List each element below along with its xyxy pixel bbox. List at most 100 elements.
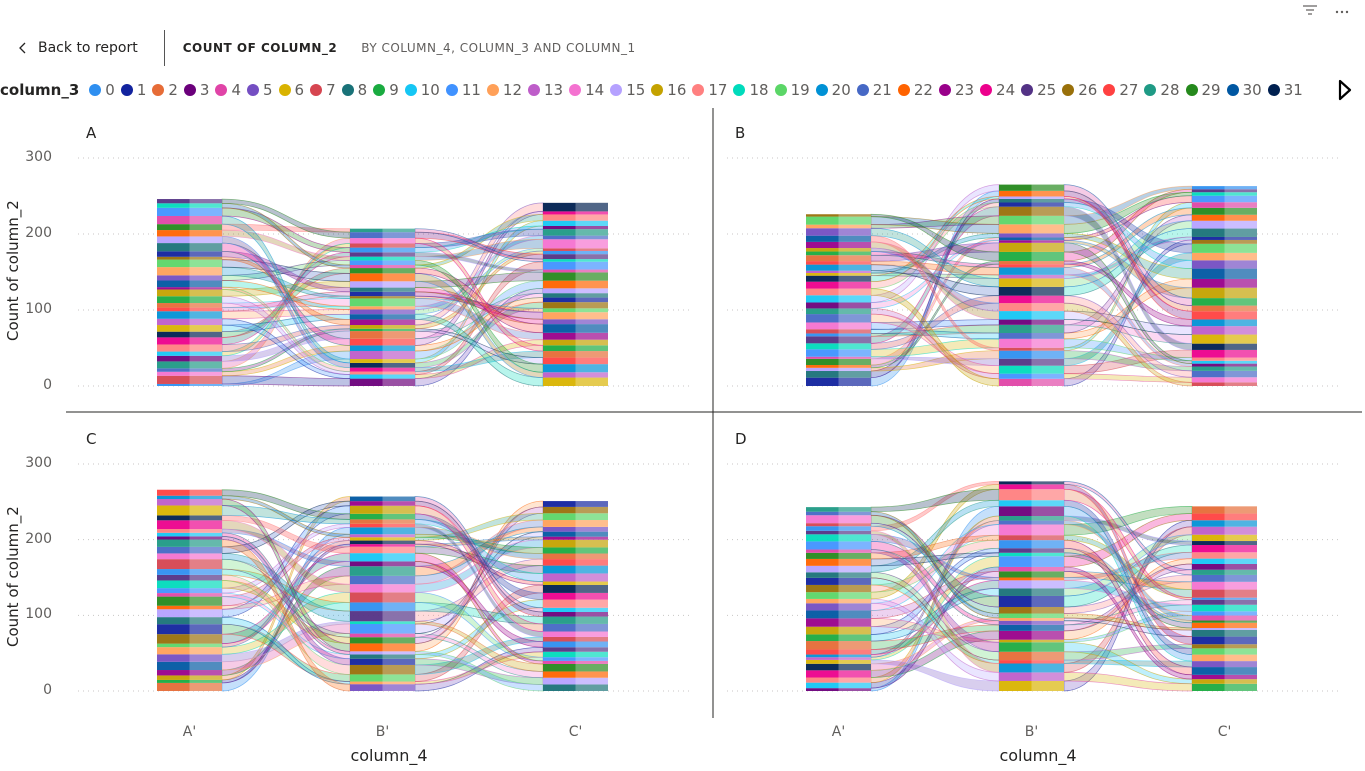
bar-segment[interactable] [806, 534, 871, 542]
bar-segment[interactable] [157, 275, 222, 281]
bar-segment[interactable] [157, 199, 222, 204]
bar-segment[interactable] [543, 372, 608, 378]
bar-segment[interactable] [543, 671, 608, 678]
bar-segment[interactable] [999, 264, 1064, 268]
bar-segment[interactable] [543, 211, 608, 215]
bar-segment[interactable] [350, 345, 415, 352]
bar-segment[interactable] [350, 287, 415, 292]
bar-segment[interactable] [157, 207, 222, 216]
bar-segment[interactable] [157, 267, 222, 276]
bar-segment[interactable] [543, 261, 608, 270]
bar-segment[interactable] [806, 618, 871, 627]
legend-item-14[interactable]: 14 [569, 81, 604, 99]
bar-segment[interactable] [1192, 220, 1257, 229]
bar-segment[interactable] [999, 663, 1064, 673]
bar-segment[interactable] [350, 621, 415, 625]
bar-segment[interactable] [1192, 654, 1257, 662]
bar-segment[interactable] [1192, 648, 1257, 655]
legend-item-13[interactable]: 13 [528, 81, 563, 99]
legend-item-11[interactable]: 11 [445, 81, 481, 99]
bar-segment[interactable] [157, 515, 222, 521]
bar-segment[interactable] [806, 358, 871, 366]
bar-segment[interactable] [999, 489, 1064, 501]
bar-segment[interactable] [157, 539, 222, 547]
bar-segment[interactable] [350, 309, 415, 315]
bar-segment[interactable] [157, 361, 222, 369]
bar-segment[interactable] [999, 324, 1064, 334]
bar-segment[interactable] [806, 288, 871, 296]
bar-segment[interactable] [157, 643, 222, 648]
bar-segment[interactable] [350, 265, 415, 269]
bar-segment[interactable] [543, 345, 608, 352]
bar-segment[interactable] [350, 256, 415, 261]
bar-segment[interactable] [543, 319, 608, 325]
bar-segment[interactable] [999, 358, 1064, 366]
legend-item-31[interactable]: 31 [1267, 81, 1303, 99]
bar-segment[interactable] [157, 661, 222, 671]
bar-segment[interactable] [350, 624, 415, 634]
bar-segment[interactable] [806, 670, 871, 678]
bar-segment[interactable] [350, 537, 415, 541]
bar-segment[interactable] [806, 584, 871, 593]
bar-segment[interactable] [806, 349, 871, 357]
bar-segment[interactable] [543, 684, 608, 691]
bar-segment[interactable] [999, 642, 1064, 652]
bar-segment[interactable] [806, 367, 871, 371]
bar-segment[interactable] [999, 261, 1064, 265]
bar-segment[interactable] [806, 565, 871, 573]
bar-segment[interactable] [999, 198, 1064, 203]
bar-segment[interactable] [350, 651, 415, 655]
bar-segment[interactable] [543, 584, 608, 593]
bar-segment[interactable] [157, 679, 222, 683]
bar-segment[interactable] [806, 295, 871, 303]
bar-segment[interactable] [1192, 541, 1257, 546]
bar-segment[interactable] [806, 224, 871, 229]
bar-segment[interactable] [1192, 260, 1257, 269]
bar-segment[interactable] [543, 332, 608, 340]
bar-segment[interactable] [543, 214, 608, 221]
bar-segment[interactable] [806, 610, 871, 619]
bar-segment[interactable] [350, 362, 415, 368]
bar-segment[interactable] [999, 233, 1064, 238]
bar-segment[interactable] [999, 202, 1064, 207]
bar-segment[interactable] [999, 350, 1064, 359]
bar-segment[interactable] [999, 184, 1064, 191]
bar-segment[interactable] [999, 524, 1064, 536]
bar-segment[interactable] [806, 314, 871, 323]
bar-segment[interactable] [1192, 202, 1257, 208]
bar-segment[interactable] [999, 566, 1064, 572]
bar-segment[interactable] [157, 588, 222, 594]
bar-segment[interactable] [157, 499, 222, 506]
bar-segment[interactable] [999, 481, 1064, 485]
bar-segment[interactable] [543, 364, 608, 373]
bar-segment[interactable] [1192, 370, 1257, 378]
bar-segment[interactable] [157, 495, 222, 500]
bar-segment[interactable] [1192, 239, 1257, 244]
legend-item-22[interactable]: 22 [897, 81, 933, 99]
legend-item-6[interactable]: 6 [278, 81, 304, 99]
legend-item-30[interactable]: 30 [1226, 81, 1262, 99]
bar-segment[interactable] [543, 501, 608, 507]
bar-segment[interactable] [157, 375, 222, 384]
bar-segment[interactable] [543, 250, 608, 255]
bar-segment[interactable] [999, 516, 1064, 521]
bar-segment[interactable] [1192, 360, 1257, 364]
legend-next-icon[interactable] [1335, 78, 1355, 102]
bar-segment[interactable] [543, 254, 608, 260]
bar-segment[interactable] [806, 515, 871, 524]
bar-segment[interactable] [350, 546, 415, 554]
bar-segment[interactable] [999, 639, 1064, 643]
bar-segment[interactable] [1192, 382, 1257, 386]
bar-segment[interactable] [806, 377, 871, 386]
bar-segment[interactable] [999, 365, 1064, 374]
bar-segment[interactable] [999, 303, 1064, 312]
bar-segment[interactable] [1192, 252, 1257, 261]
bar-segment[interactable] [543, 377, 608, 386]
bar-segment[interactable] [543, 239, 608, 249]
legend-item-1[interactable]: 1 [120, 81, 146, 99]
bar-segment[interactable] [543, 513, 608, 521]
bar-segment[interactable] [543, 657, 608, 661]
bar-segment[interactable] [157, 351, 222, 356]
bar-segment[interactable] [157, 569, 222, 575]
legend-item-9[interactable]: 9 [373, 81, 399, 99]
